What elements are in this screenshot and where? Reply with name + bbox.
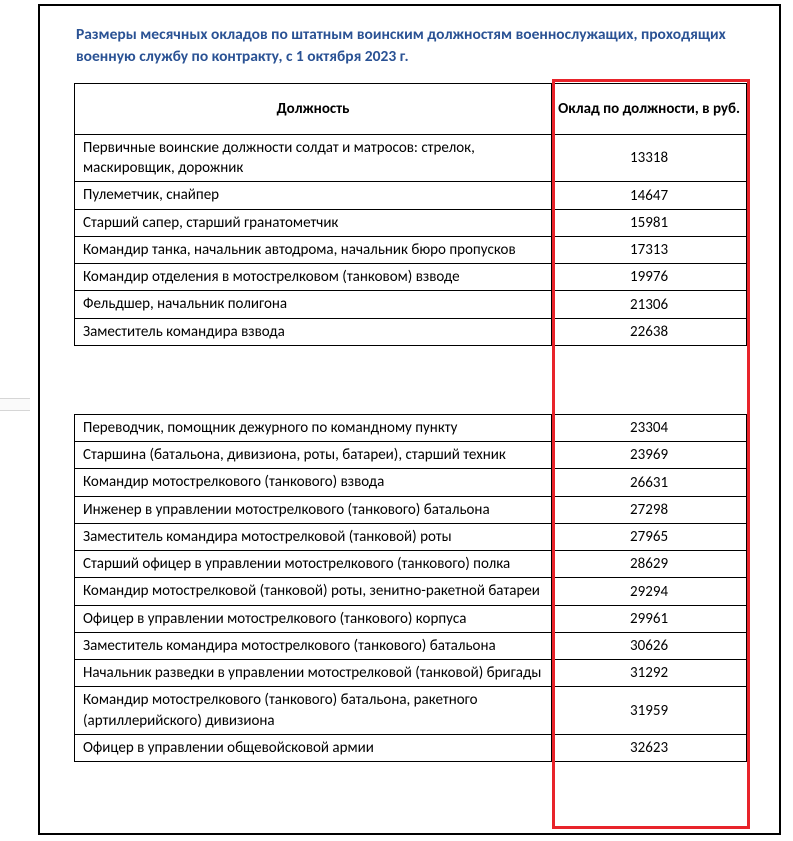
- position-cell: Командир мотострелковой (танковой) роты,…: [75, 578, 552, 605]
- salary-cell: 27965: [552, 523, 747, 550]
- table-row: Старший офицер в управлении мотострелков…: [75, 551, 747, 578]
- salary-cell: 23304: [552, 414, 747, 441]
- table-row: Заместитель командира взвода22638: [75, 318, 747, 345]
- position-cell: Заместитель командира мотострелковой (та…: [75, 523, 552, 550]
- salary-cell: 19976: [552, 264, 747, 291]
- position-cell: Старшина (батальона, дивизиона, роты, ба…: [75, 442, 552, 469]
- salary-cell: 31959: [552, 687, 747, 735]
- salary-cell: 29294: [552, 578, 747, 605]
- table-row: Первичные воинские должности солдат и ма…: [75, 134, 747, 182]
- salary-cell: 26631: [552, 469, 747, 496]
- salary-cell: 28629: [552, 551, 747, 578]
- salary-cell: 29961: [552, 605, 747, 632]
- table-row: Заместитель командира мотострелковой (та…: [75, 523, 747, 550]
- position-cell: Старший сапер, старший гранатометчик: [75, 209, 552, 236]
- table-row: Заместитель командира мотострелкового (т…: [75, 632, 747, 659]
- salary-cell: 17313: [552, 236, 747, 263]
- position-cell: Офицер в управлении общевойсковой армии: [75, 734, 552, 761]
- position-cell: Заместитель командира взвода: [75, 318, 552, 345]
- salary-table-continued: Переводчик, помощник дежурного по команд…: [74, 414, 747, 762]
- position-cell: Первичные воинские должности солдат и ма…: [75, 134, 552, 182]
- page-split-stub: [0, 398, 30, 411]
- table-row: Командир мотострелковой (танковой) роты,…: [75, 578, 747, 605]
- position-cell: Командир мотострелкового (танкового) бат…: [75, 687, 552, 735]
- salary-table: Должность Оклад по должности, в руб. Пер…: [74, 83, 747, 346]
- salary-cell: 13318: [552, 134, 747, 182]
- salary-cell: 32623: [552, 734, 747, 761]
- salary-cell: 23969: [552, 442, 747, 469]
- position-cell: Командир танка, начальник автодрома, нач…: [75, 236, 552, 263]
- header-position: Должность: [75, 83, 552, 134]
- table-row: Переводчик, помощник дежурного по команд…: [75, 414, 747, 441]
- table-row: Офицер в управлении общевойсковой армии3…: [75, 734, 747, 761]
- position-cell: Командир отделения в мотострелковом (тан…: [75, 264, 552, 291]
- salary-cell: 15981: [552, 209, 747, 236]
- salary-cell: 14647: [552, 182, 747, 209]
- position-cell: Фельдшер, начальник полигона: [75, 291, 552, 318]
- salary-cell: 22638: [552, 318, 747, 345]
- position-cell: Заместитель командира мотострелкового (т…: [75, 632, 552, 659]
- table-row: Офицер в управлении мотострелкового (тан…: [75, 605, 747, 632]
- table-row: Командир отделения в мотострелковом (тан…: [75, 264, 747, 291]
- position-cell: Пулеметчик, снайпер: [75, 182, 552, 209]
- table-row: Старшина (батальона, дивизиона, роты, ба…: [75, 442, 747, 469]
- position-cell: Переводчик, помощник дежурного по команд…: [75, 414, 552, 441]
- position-cell: Старший офицер в управлении мотострелков…: [75, 551, 552, 578]
- salary-cell: 31292: [552, 660, 747, 687]
- position-cell: Офицер в управлении мотострелкового (тан…: [75, 605, 552, 632]
- table-row: Фельдшер, начальник полигона21306: [75, 291, 747, 318]
- table-row: Командир мотострелкового (танкового) взв…: [75, 469, 747, 496]
- position-cell: Начальник разведки в управлении мотостре…: [75, 660, 552, 687]
- header-salary: Оклад по должности, в руб.: [552, 83, 747, 134]
- table-row: Пулеметчик, снайпер14647: [75, 182, 747, 209]
- table-row: Начальник разведки в управлении мотостре…: [75, 660, 747, 687]
- content-wrapper: Размеры месячных окладов по штатным воин…: [40, 6, 779, 762]
- table-row: Старший сапер, старший гранатометчик1598…: [75, 209, 747, 236]
- table-gap: [74, 346, 747, 414]
- table-row: Инженер в управлении мотострелкового (та…: [75, 496, 747, 523]
- salary-cell: 30626: [552, 632, 747, 659]
- table-row: Командир мотострелкового (танкового) бат…: [75, 687, 747, 735]
- table-header-row: Должность Оклад по должности, в руб.: [75, 83, 747, 134]
- page-title: Размеры месячных окладов по штатным воин…: [74, 24, 747, 69]
- salary-cell: 27298: [552, 496, 747, 523]
- table-row: Командир танка, начальник автодрома, нач…: [75, 236, 747, 263]
- position-cell: Инженер в управлении мотострелкового (та…: [75, 496, 552, 523]
- document-frame: Размеры месячных окладов по штатным воин…: [38, 4, 781, 835]
- salary-cell: 21306: [552, 291, 747, 318]
- position-cell: Командир мотострелкового (танкового) взв…: [75, 469, 552, 496]
